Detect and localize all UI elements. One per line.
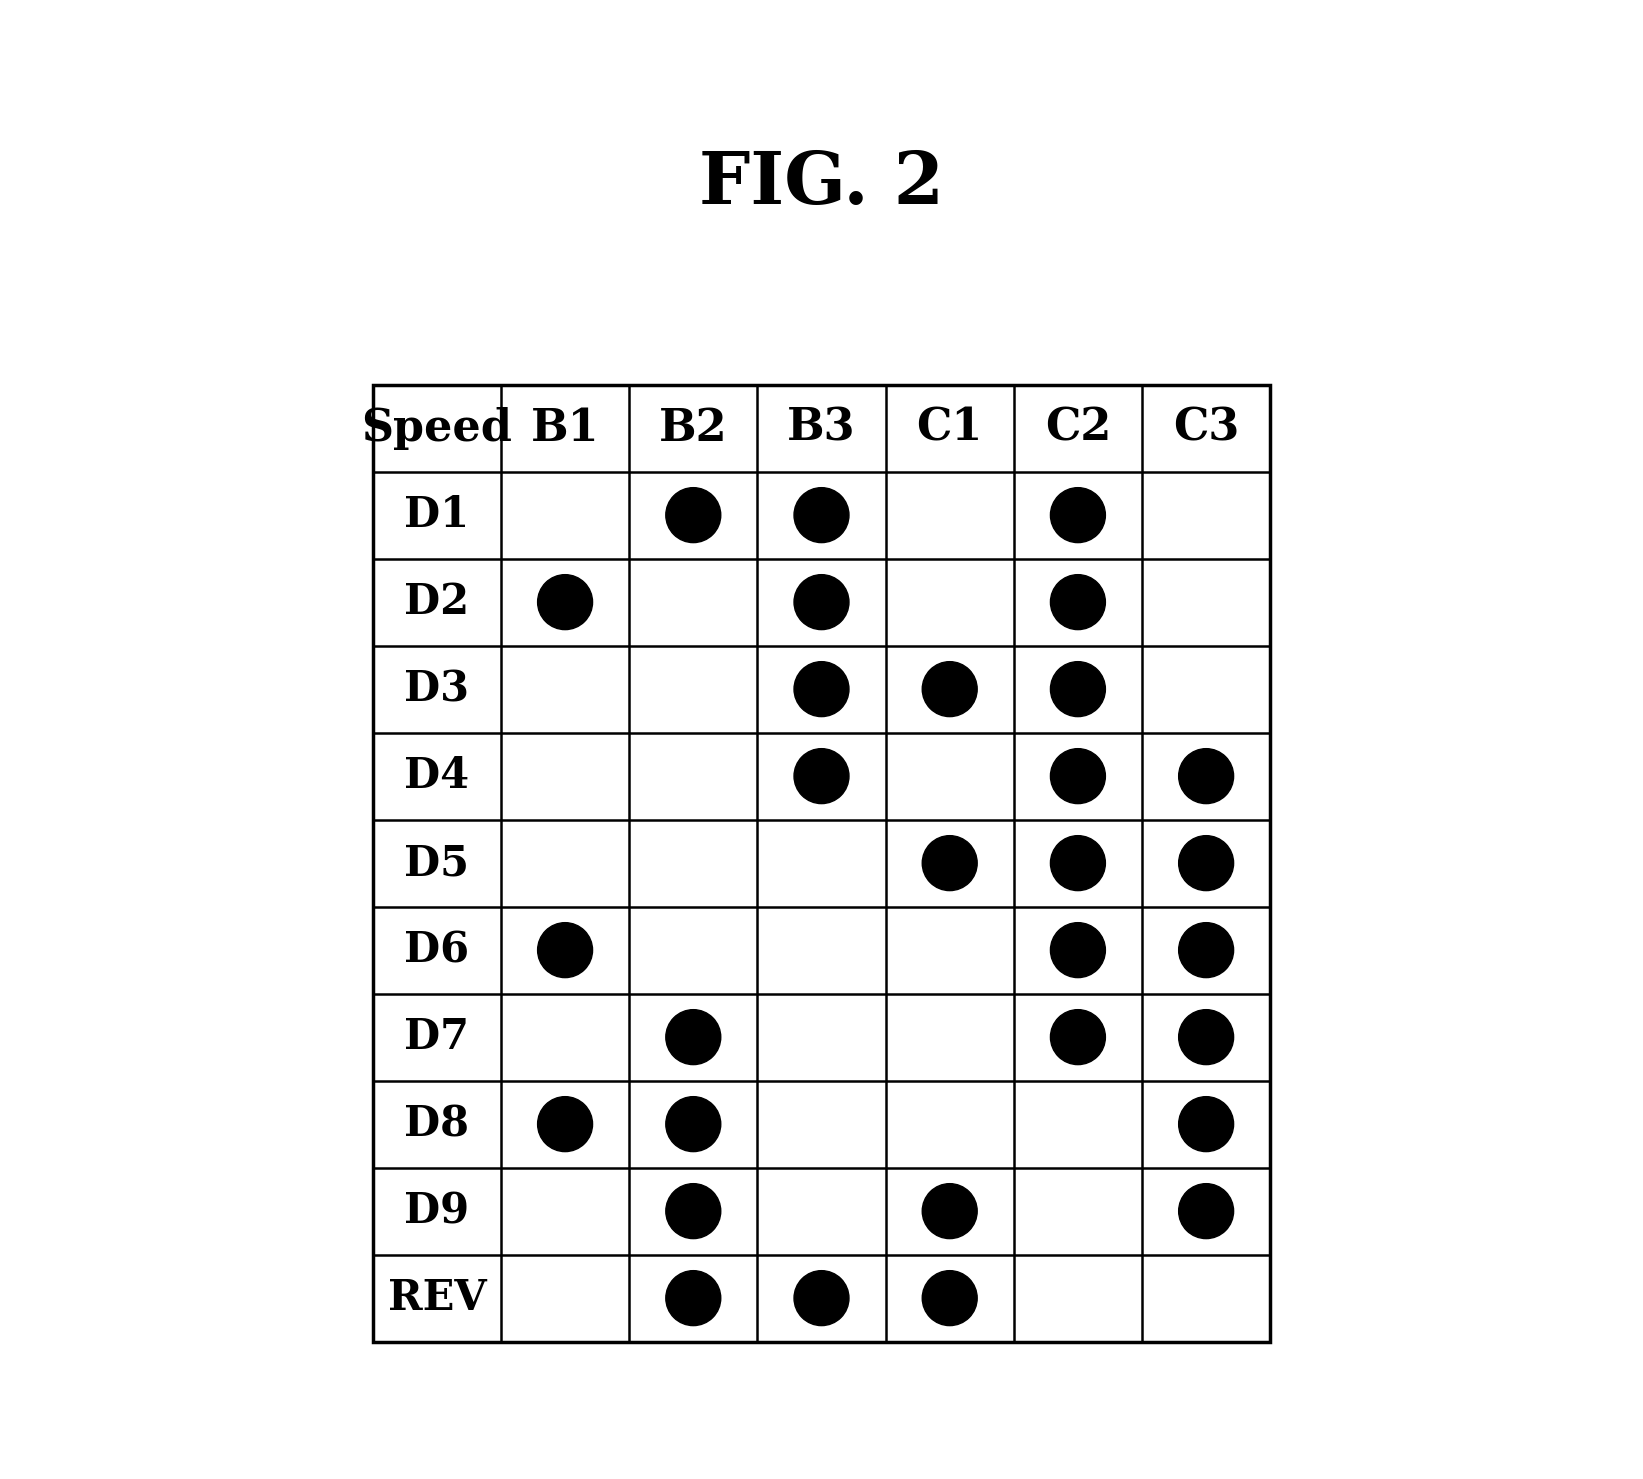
Text: D3: D3 bbox=[404, 669, 470, 710]
Circle shape bbox=[1178, 923, 1234, 978]
Text: C1: C1 bbox=[917, 407, 983, 450]
Circle shape bbox=[1178, 1183, 1234, 1238]
Circle shape bbox=[1050, 1010, 1106, 1065]
Circle shape bbox=[794, 748, 849, 803]
Circle shape bbox=[794, 1270, 849, 1325]
Circle shape bbox=[794, 488, 849, 543]
Circle shape bbox=[1178, 1010, 1234, 1065]
Text: D4: D4 bbox=[404, 756, 470, 797]
Text: B1: B1 bbox=[531, 407, 600, 450]
Text: D9: D9 bbox=[404, 1191, 470, 1232]
Circle shape bbox=[922, 661, 978, 717]
Text: B3: B3 bbox=[787, 407, 856, 450]
Circle shape bbox=[665, 1270, 721, 1325]
Circle shape bbox=[1050, 748, 1106, 803]
Text: D1: D1 bbox=[404, 494, 470, 535]
Circle shape bbox=[794, 661, 849, 717]
Circle shape bbox=[665, 1183, 721, 1238]
Circle shape bbox=[537, 923, 593, 978]
Circle shape bbox=[1178, 1096, 1234, 1152]
Text: D6: D6 bbox=[404, 929, 470, 972]
Circle shape bbox=[922, 836, 978, 890]
Circle shape bbox=[537, 575, 593, 630]
Text: REV: REV bbox=[388, 1278, 486, 1319]
Circle shape bbox=[665, 1096, 721, 1152]
Text: FIG. 2: FIG. 2 bbox=[698, 148, 945, 219]
Bar bbox=[373, 385, 1270, 1341]
Circle shape bbox=[922, 1270, 978, 1325]
Text: C2: C2 bbox=[1045, 407, 1111, 450]
Circle shape bbox=[1178, 836, 1234, 890]
Text: D8: D8 bbox=[404, 1103, 470, 1145]
Circle shape bbox=[1050, 923, 1106, 978]
Circle shape bbox=[1050, 488, 1106, 543]
Circle shape bbox=[1178, 748, 1234, 803]
Text: D7: D7 bbox=[404, 1016, 470, 1057]
Circle shape bbox=[665, 1010, 721, 1065]
Circle shape bbox=[665, 488, 721, 543]
Text: D5: D5 bbox=[404, 842, 470, 884]
Circle shape bbox=[794, 575, 849, 630]
Text: D2: D2 bbox=[404, 581, 470, 623]
Text: Speed: Speed bbox=[361, 407, 513, 450]
Text: B2: B2 bbox=[659, 407, 728, 450]
Circle shape bbox=[922, 1183, 978, 1238]
Circle shape bbox=[1050, 575, 1106, 630]
Circle shape bbox=[537, 1096, 593, 1152]
Text: C3: C3 bbox=[1173, 407, 1239, 450]
Circle shape bbox=[1050, 836, 1106, 890]
Circle shape bbox=[1050, 661, 1106, 717]
